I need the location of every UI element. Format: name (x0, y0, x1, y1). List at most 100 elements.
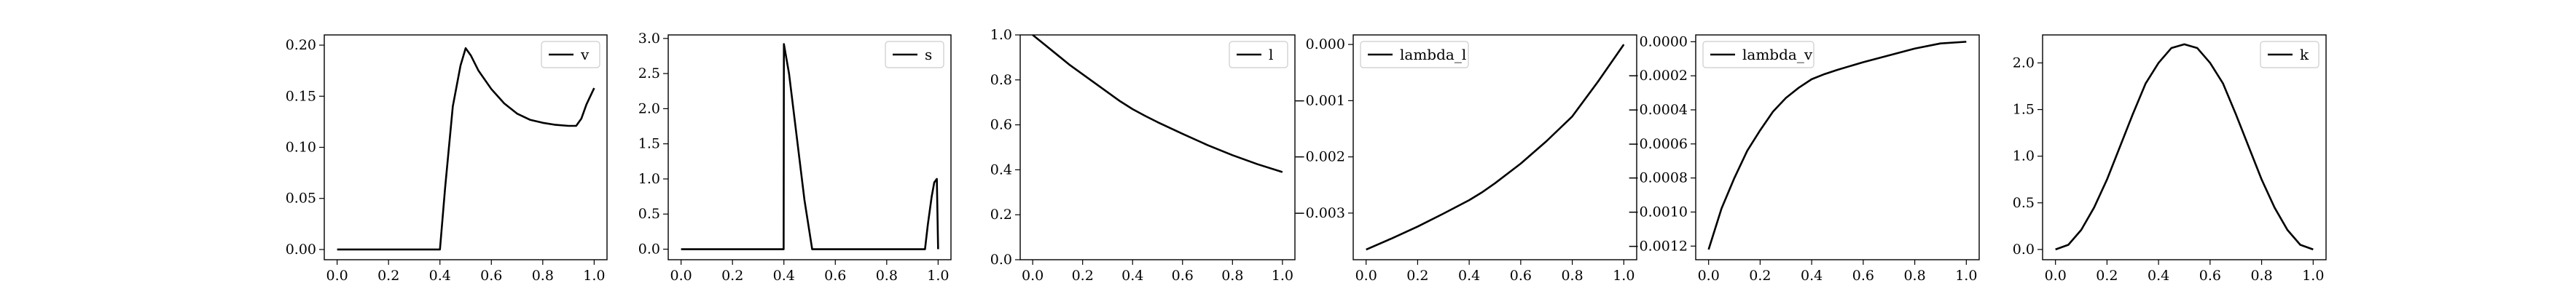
x-tick-label: 0.2 (1749, 268, 1771, 284)
legend: l (1229, 41, 1288, 68)
x-tick-label: 1.0 (1613, 268, 1635, 284)
legend: lambda_l (1360, 41, 1469, 68)
x-tick-label: 1.0 (1272, 268, 1293, 284)
y-tick-label: 2.5 (638, 65, 660, 81)
y-tick-label: 1.5 (638, 136, 660, 152)
series-line-k (2055, 43, 2314, 251)
y-tick-label: −0.001 (1294, 92, 1345, 108)
series-line-v (337, 47, 595, 251)
x-tick-label: 1.0 (2302, 268, 2324, 284)
x-tick-label: 0.6 (1510, 268, 1532, 284)
y-tick-label: 0.0 (638, 242, 660, 258)
x-tick-label: 0.6 (1852, 268, 1874, 284)
x-tick-label: 0.2 (377, 268, 399, 284)
x-tick-label: 0.2 (721, 268, 743, 284)
y-tick-label: 1.0 (990, 27, 1012, 43)
y-tick-label: 2.0 (638, 100, 660, 116)
legend-label: v (580, 46, 590, 63)
x-tick-label: 0.8 (1561, 268, 1583, 284)
y-tick-label: 0.5 (2013, 195, 2035, 211)
series-line-s (681, 43, 939, 250)
x-tick-label: 0.4 (2148, 268, 2169, 284)
subplot-2: 0.0 0.2 0.4 0.6 0.8 1.0 0.0 0.5 1.0 1.5 2.0 2.5 3.0 s (638, 31, 952, 284)
y-tick-label: 0.05 (286, 191, 316, 207)
y-tick-label: 0.00 (286, 242, 316, 258)
x-tick-label: 0.8 (876, 268, 898, 284)
x-tick-label: 0.4 (1121, 268, 1143, 284)
x-tick-label: 0.0 (670, 268, 692, 284)
x-tick-label: 0.0 (326, 268, 348, 284)
y-tick-label: 0.000 (1306, 36, 1345, 52)
y-tick-label: 1.0 (2013, 148, 2035, 164)
y-tick-label: 0.20 (286, 37, 316, 53)
series-line-l (1032, 33, 1283, 173)
x-tick-label: 0.8 (1221, 268, 1243, 284)
y-tick-label: 0.0000 (1640, 33, 1688, 49)
legend-label: lambda_l (1400, 46, 1466, 63)
axes-frame (1019, 34, 1296, 260)
y-tick-label: 0.4 (990, 162, 1012, 178)
y-tick-label: 1.5 (2013, 102, 2035, 118)
subplot-5: 0.0 0.2 0.4 0.6 0.8 1.0 0.0000 −0.0002 −0.0004 −0… (1628, 33, 1980, 284)
x-tick-label: 0.4 (1458, 268, 1480, 284)
x-tick-label: 0.4 (1801, 268, 1823, 284)
x-tick-label: 0.0 (2045, 268, 2067, 284)
legend-label: lambda_v (1742, 46, 1813, 63)
x-tick-label: 0.2 (1406, 268, 1428, 284)
legend: s (885, 41, 944, 68)
legend: k (2260, 41, 2319, 68)
x-tick-label: 0.8 (1903, 268, 1925, 284)
x-tick-label: 0.8 (532, 268, 554, 284)
subplot-4: 0.0 0.2 0.4 0.6 0.8 1.0 0.000 −0.001 −0.002 −0.00… (1294, 34, 1637, 284)
subplot-6: 0.0 0.2 0.4 0.6 0.8 1.0 0.0 0.5 1.0 1.5 2.0 k (2013, 34, 2327, 284)
x-tick-label: 0.0 (1698, 268, 1720, 284)
y-tick-label: −0.003 (1294, 205, 1345, 221)
legend-box (1702, 41, 1814, 68)
y-tick-label: −0.0002 (1628, 68, 1688, 84)
y-tick-label: 1.0 (638, 171, 660, 187)
axes-frame (1695, 34, 1980, 260)
y-tick-label: 2.0 (2013, 55, 2035, 71)
x-tick-label: 0.6 (1172, 268, 1194, 284)
legend: v (541, 41, 600, 68)
y-tick-label: 0.6 (990, 117, 1012, 133)
y-tick-label: −0.0006 (1628, 136, 1688, 152)
series-line-lambda_l (1366, 44, 1625, 251)
legend-box (1360, 41, 1469, 68)
y-tick-label: −0.0010 (1628, 204, 1688, 220)
legend-label: k (2300, 46, 2309, 63)
x-tick-label: 0.0 (1355, 268, 1377, 284)
y-tick-label: 0.8 (990, 72, 1012, 88)
y-tick-label: 0.0 (2013, 242, 2035, 258)
x-tick-label: 0.6 (480, 268, 502, 284)
x-tick-label: 0.2 (2096, 268, 2118, 284)
axes-frame (668, 34, 952, 260)
y-tick-label: 0.15 (286, 88, 316, 104)
x-tick-label: 0.4 (773, 268, 795, 284)
legend-label: l (1269, 46, 1273, 63)
x-tick-label: 0.0 (1022, 268, 1044, 284)
legend-label: s (925, 46, 932, 63)
y-tick-label: 0.10 (286, 140, 316, 156)
axes-frame (1352, 34, 1637, 260)
legend: lambda_v (1702, 41, 1814, 68)
y-tick-label: 3.0 (638, 31, 660, 47)
y-tick-label: 0.0 (990, 252, 1012, 268)
x-tick-label: 1.0 (583, 268, 605, 284)
subplot-1: 0.0 0.2 0.4 0.6 0.8 1.0 0.00 0.05 0.10 0.15 0.20 v (286, 34, 608, 284)
axes-frame (2042, 34, 2327, 260)
series-line-lambda_v (1707, 41, 1967, 250)
x-tick-label: 0.8 (2250, 268, 2272, 284)
x-tick-label: 1.0 (1955, 268, 1977, 284)
x-tick-label: 1.0 (927, 268, 949, 284)
x-tick-label: 0.6 (824, 268, 846, 284)
x-tick-label: 0.4 (429, 268, 451, 284)
subplot-3: 0.0 0.2 0.4 0.6 0.8 1.0 0.0 0.2 0.4 0.6 0.8 1.0 l (990, 27, 1296, 284)
x-tick-label: 0.2 (1072, 268, 1094, 284)
x-tick-label: 0.6 (2199, 268, 2221, 284)
y-tick-label: −0.0012 (1628, 238, 1688, 254)
y-tick-label: −0.0004 (1628, 102, 1688, 118)
y-tick-label: 0.5 (638, 206, 660, 222)
